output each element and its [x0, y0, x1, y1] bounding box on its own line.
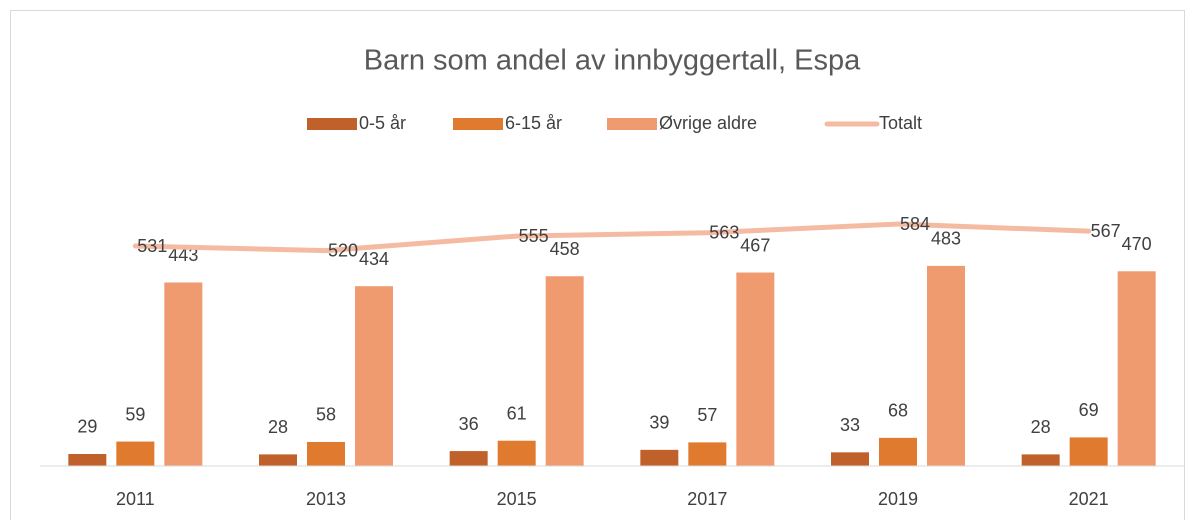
- x-tick-label: 2021: [1069, 489, 1109, 509]
- data-label: 520: [328, 240, 358, 260]
- legend-label: 6-15 år: [505, 113, 562, 133]
- chart-border: [10, 10, 1185, 520]
- bar: [1069, 437, 1108, 466]
- data-label: 467: [740, 235, 770, 255]
- data-label: 563: [709, 223, 739, 243]
- data-label: 68: [888, 401, 908, 421]
- data-label: 61: [507, 403, 527, 423]
- legend-label: Øvrige aldre: [659, 113, 757, 133]
- bar: [1021, 454, 1060, 466]
- x-tick-label: 2019: [878, 489, 918, 509]
- bar: [688, 442, 727, 466]
- bar: [831, 452, 869, 466]
- bar: [640, 449, 679, 466]
- bar: [307, 441, 345, 466]
- legend-swatch: [453, 118, 503, 130]
- data-label: 483: [931, 229, 961, 249]
- data-label: 531: [137, 236, 167, 256]
- data-label: 33: [840, 415, 860, 435]
- bar: [1117, 271, 1156, 466]
- bar: [736, 272, 775, 466]
- data-label: 39: [649, 413, 669, 433]
- bar: [68, 453, 107, 466]
- data-label: 57: [697, 405, 717, 425]
- bar: [355, 286, 393, 466]
- bar: [116, 441, 155, 466]
- data-label: 434: [359, 249, 389, 269]
- legend-swatch: [607, 118, 657, 130]
- data-label: 59: [125, 404, 145, 424]
- line: [132, 221, 1092, 254]
- legend-swatch: [307, 118, 357, 130]
- data-label: 584: [900, 214, 930, 234]
- bar: [497, 440, 536, 466]
- data-label: 567: [1091, 221, 1121, 241]
- bar: [879, 437, 917, 466]
- chart-title: Barn som andel av innbyggertall, Espa: [364, 45, 861, 77]
- data-label: 29: [77, 417, 97, 437]
- x-tick-label: 2017: [687, 489, 727, 509]
- data-label: 58: [316, 405, 336, 425]
- legend-label: 0-5 år: [359, 113, 406, 133]
- data-label: 69: [1079, 400, 1099, 420]
- data-label: 555: [519, 226, 549, 246]
- data-label: 28: [1031, 417, 1051, 437]
- bar: [927, 265, 965, 466]
- legend-label: Totalt: [879, 113, 922, 133]
- bar: [164, 282, 203, 466]
- bar: [259, 454, 297, 466]
- data-label: 443: [168, 245, 198, 265]
- data-label: 458: [550, 239, 580, 259]
- data-label: 28: [268, 417, 288, 437]
- data-label: 36: [459, 414, 479, 434]
- x-tick-label: 2011: [116, 489, 155, 509]
- data-label: 470: [1122, 234, 1152, 254]
- x-tick-label: 2013: [306, 489, 346, 509]
- bar: [449, 451, 488, 466]
- bar: [545, 276, 584, 466]
- x-tick-label: 2015: [497, 489, 537, 509]
